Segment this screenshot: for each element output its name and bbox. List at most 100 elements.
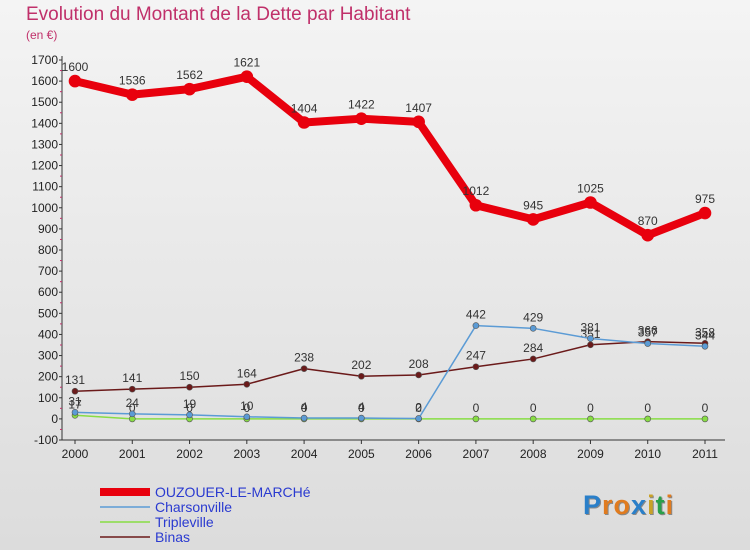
data-point — [529, 355, 537, 363]
data-label: 24 — [126, 396, 140, 410]
data-point — [472, 415, 480, 423]
data-label: 10 — [240, 399, 254, 413]
y-tick-label: 1200 — [31, 159, 58, 173]
series-ouzouer-le-march-: 1600 1536 1562 1621 1404 1422 1407 1012 945 1025 8… — [62, 56, 715, 242]
series-line — [74, 324, 706, 420]
y-tick-label: 1100 — [32, 180, 58, 194]
data-point — [472, 322, 480, 329]
brand-letter: t — [655, 490, 666, 520]
x-tick-label: 2010 — [634, 447, 661, 461]
data-point — [701, 415, 709, 423]
data-label: 0 — [301, 401, 308, 415]
data-point — [529, 415, 537, 423]
data-point — [186, 411, 193, 419]
y-tick-label: 1300 — [31, 137, 58, 151]
series-tripleville: 17 0 0 0 0 0 0 0 0 0 0 0 — [68, 397, 709, 423]
data-label: 0 — [530, 401, 537, 415]
data-label: 19 — [183, 397, 197, 411]
data-point — [125, 88, 139, 101]
data-point — [71, 387, 79, 395]
y-tick-label: 0 — [51, 412, 58, 426]
data-point — [358, 372, 365, 380]
data-point — [243, 413, 251, 421]
x-tick-label: 2005 — [348, 447, 375, 461]
legend-label: OUZOUER-LE-MARCHé — [155, 484, 311, 500]
data-label: 366 — [638, 324, 658, 338]
y-tick-label: 200 — [38, 370, 58, 384]
x-tick-label: 2003 — [233, 447, 260, 461]
data-label: 17 — [68, 397, 82, 411]
brand-letter: r — [602, 490, 614, 520]
data-point — [358, 414, 365, 422]
x-tick-label: 2006 — [405, 447, 432, 461]
y-tick-label: 1700 — [31, 53, 58, 67]
data-label: 358 — [695, 325, 715, 339]
data-point — [644, 340, 652, 347]
data-point — [355, 112, 368, 125]
brand-letter: i — [647, 490, 656, 520]
brand-letter: x — [631, 490, 648, 520]
y-tick-label: 1000 — [31, 201, 58, 215]
data-label: 357 — [638, 326, 658, 340]
data-label: 0 — [186, 401, 193, 415]
brand-letter: o — [613, 490, 632, 520]
data-label: 1621 — [233, 56, 260, 70]
data-point — [412, 115, 425, 129]
y-tick-label: -100 — [34, 433, 58, 447]
x-tick-label: 2008 — [520, 447, 547, 461]
data-label: 247 — [466, 349, 486, 363]
data-point — [587, 415, 594, 423]
x-tick-label: 2000 — [62, 447, 89, 461]
y-tick-label: 800 — [38, 243, 58, 257]
data-point — [526, 213, 540, 226]
chart-title: Evolution du Montant de la Dette par Hab… — [26, 4, 411, 25]
data-point — [701, 342, 709, 350]
data-label: 0 — [358, 401, 365, 415]
data-label: 164 — [237, 366, 257, 380]
data-label: 4 — [358, 400, 365, 414]
data-point — [698, 206, 712, 220]
data-point — [183, 82, 196, 96]
data-label: 0 — [702, 401, 709, 415]
data-point — [529, 325, 537, 332]
y-tick-label: 1500 — [31, 95, 58, 109]
data-point — [297, 116, 311, 129]
data-point — [243, 380, 251, 388]
data-point — [186, 383, 193, 391]
data-label: 1422 — [348, 98, 375, 112]
y-tick-label: 1400 — [31, 116, 58, 130]
data-label: 381 — [580, 320, 600, 334]
data-point — [128, 410, 136, 418]
legend-label: Tripleville — [155, 514, 214, 530]
data-point — [472, 363, 480, 371]
x-tick-label: 2002 — [176, 447, 203, 461]
data-point — [469, 198, 483, 212]
data-label: 1600 — [62, 60, 89, 74]
series-line — [74, 340, 706, 392]
data-point — [128, 385, 136, 393]
data-label: 284 — [523, 341, 543, 355]
data-label: 4 — [301, 400, 308, 414]
data-label: 1404 — [291, 101, 318, 115]
data-label: 0 — [129, 401, 136, 415]
y-tick-label: 300 — [38, 349, 58, 363]
data-label: 131 — [65, 373, 85, 387]
data-label: 0 — [473, 401, 480, 415]
data-label: 150 — [180, 369, 200, 383]
data-point — [587, 341, 594, 349]
data-label: 2 — [415, 400, 422, 414]
data-point — [240, 70, 254, 83]
data-label: 344 — [695, 328, 715, 342]
chart-subtitle: (en €) — [26, 28, 58, 42]
data-label: 208 — [409, 357, 429, 371]
y-tick-label: 500 — [38, 306, 58, 320]
data-label: 429 — [523, 310, 543, 324]
x-tick-label: 2011 — [692, 447, 718, 461]
data-label: 1025 — [577, 182, 604, 196]
x-tick-label: 2007 — [463, 447, 490, 461]
y-tick-label: 400 — [38, 327, 58, 341]
data-point — [644, 415, 652, 423]
